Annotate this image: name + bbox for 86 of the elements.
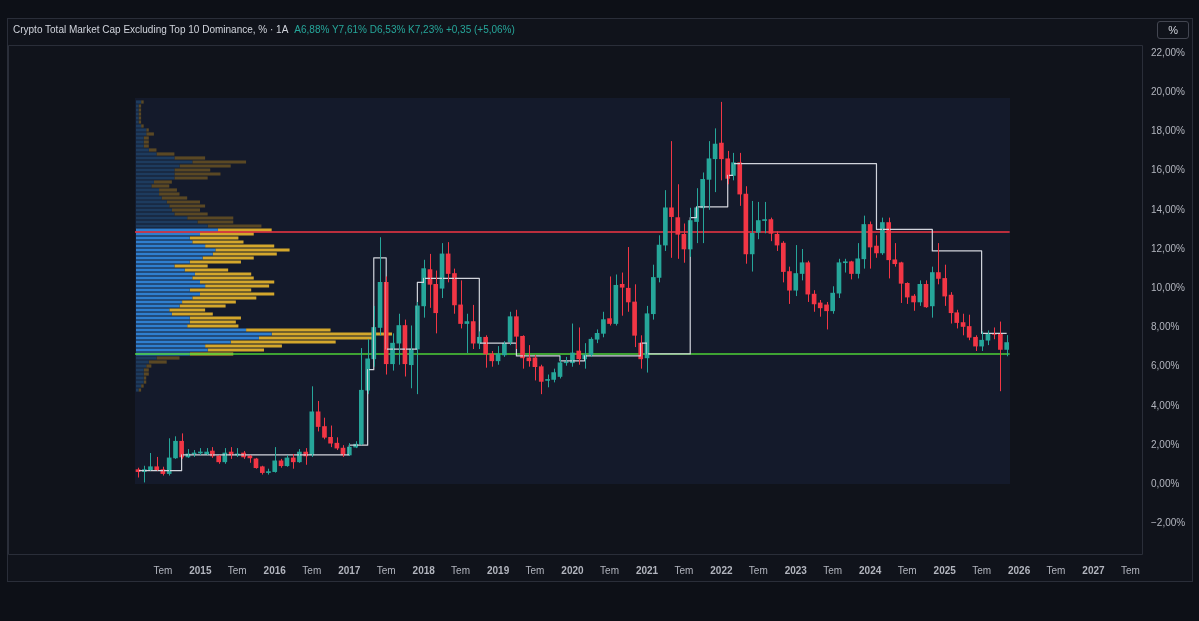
candlestick: [1004, 334, 1010, 357]
bar: [141, 100, 144, 104]
y-tick-label: 8,00%: [1151, 321, 1180, 333]
candlestick: [607, 275, 612, 326]
y-tick-label: 22,00%: [1151, 46, 1186, 58]
bar: [136, 348, 208, 352]
bar: [136, 364, 147, 368]
x-tick-label: 2020: [561, 564, 584, 576]
bar: [146, 132, 154, 136]
bar: [153, 180, 172, 184]
x-tick-label: 2018: [412, 564, 436, 576]
bar: [143, 376, 147, 380]
x-tick-label: Tem: [897, 564, 917, 576]
x-tick-label: Tem: [674, 564, 694, 576]
x-tick-label: 2015: [189, 564, 212, 576]
x-tick-label: 2017: [338, 564, 361, 576]
y-tick-label: 0,00%: [1151, 478, 1180, 490]
bar: [136, 284, 206, 288]
y-tick-label: 6,00%: [1151, 360, 1180, 372]
bar: [136, 272, 195, 276]
text: %: [1157, 21, 1189, 39]
bar: [136, 100, 142, 104]
y-tick-label: 16,00%: [1151, 164, 1186, 176]
x-tick-label: 2021: [635, 564, 659, 576]
candlestick: [154, 456, 160, 472]
bar: [148, 148, 157, 152]
bar: [136, 332, 272, 336]
bar: [136, 188, 160, 192]
x-tick-label: Tem: [823, 564, 843, 576]
x-tick-label: 2024: [859, 564, 882, 576]
bar: [156, 152, 175, 156]
candlestick: [259, 465, 265, 476]
bar: [169, 204, 206, 208]
y-tick-label: −2,00%: [1151, 517, 1186, 529]
x-tick-label: Tem: [153, 564, 173, 576]
x-tick-label: 2027: [1082, 564, 1106, 576]
bar: [136, 292, 200, 296]
candlestick: [849, 260, 854, 280]
x-tick-label: Tem: [376, 564, 396, 576]
bar: [136, 380, 144, 384]
bar: [174, 172, 221, 176]
bar: [136, 356, 157, 360]
bar: [136, 316, 190, 320]
bar: [136, 224, 208, 228]
y-tick-label: 10,00%: [1151, 281, 1186, 293]
bar: [136, 160, 193, 164]
bar: [136, 128, 147, 132]
x-tick-label: 2026: [1007, 564, 1031, 576]
chart-subtitle: A6,88% Y7,61% D6,53% K7,23% +0,35 (+5,06%): [294, 24, 515, 35]
y-tick-label: 14,00%: [1151, 203, 1186, 215]
bar: [143, 380, 147, 384]
candlestick: [601, 311, 606, 338]
y-tick-label: 12,00%: [1151, 242, 1186, 254]
bar: [187, 324, 239, 328]
y-tick-label: 4,00%: [1151, 399, 1180, 411]
x-tick-label: Tem: [972, 564, 992, 576]
x-tick-label: 2025: [933, 564, 957, 576]
y-tick-label: 2,00%: [1151, 438, 1180, 450]
x-tick-label: 2019: [486, 564, 510, 576]
bar: [136, 252, 213, 256]
bar: [143, 372, 149, 376]
x-tick-label: 2022: [710, 564, 733, 576]
x-tick-label: Tem: [525, 564, 545, 576]
chart-title: Crypto Total Market Cap Excluding Top 10 Dominance, % · 1A: [13, 24, 289, 35]
bar: [143, 368, 149, 372]
bar: [143, 144, 149, 148]
x-tick-label: Tem: [600, 564, 619, 576]
x-tick-label: Tem: [1120, 564, 1140, 576]
y-tick-label: 18,00%: [1151, 125, 1186, 137]
x-tick-label: 2016: [263, 564, 287, 576]
bar: [141, 384, 144, 388]
bar: [136, 320, 190, 324]
x-tick-label: Tem: [451, 564, 471, 576]
candlestick: [842, 258, 848, 274]
x-tick-label: Tem: [302, 564, 322, 576]
x-tick-label: Tem: [1046, 564, 1066, 576]
bar: [136, 248, 216, 252]
bar: [136, 176, 175, 180]
x-tick-label: Tem: [227, 564, 247, 576]
bar: [136, 124, 142, 128]
x-tick-label: Tem: [748, 564, 768, 576]
y-tick-label: 20,00%: [1151, 85, 1186, 97]
bar: [136, 384, 142, 388]
bar: [141, 124, 144, 128]
bar: [136, 304, 180, 308]
x-tick-label: 2023: [784, 564, 808, 576]
